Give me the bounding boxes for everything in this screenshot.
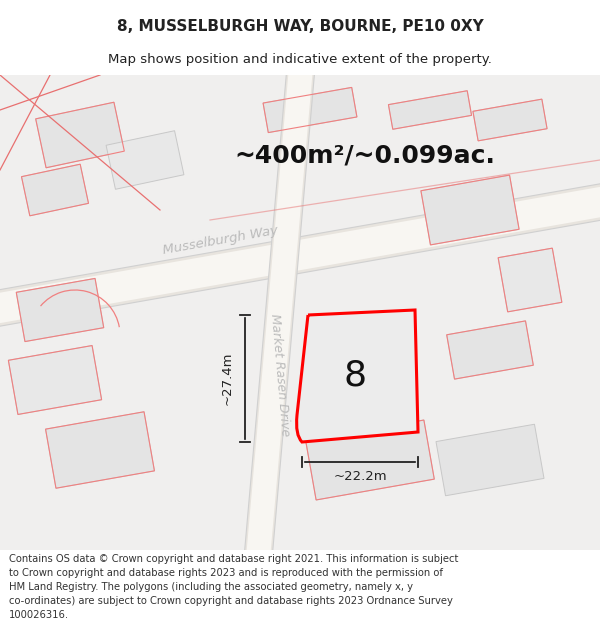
Bar <box>22 164 89 216</box>
Bar <box>498 248 562 312</box>
Bar <box>46 412 154 488</box>
Bar <box>46 412 154 488</box>
Bar <box>106 131 184 189</box>
Bar <box>306 420 434 500</box>
Bar <box>306 338 404 412</box>
Text: Musselburgh Way: Musselburgh Way <box>161 224 278 256</box>
Bar <box>16 278 104 342</box>
Polygon shape <box>239 50 316 610</box>
Polygon shape <box>242 52 314 608</box>
Bar <box>8 346 101 414</box>
Bar <box>263 88 357 132</box>
Bar <box>306 420 434 500</box>
Bar <box>263 88 357 132</box>
Polygon shape <box>0 182 600 328</box>
Bar <box>421 175 519 245</box>
Bar <box>498 248 562 312</box>
Bar <box>388 91 472 129</box>
Bar <box>8 346 101 414</box>
Bar <box>473 99 547 141</box>
Text: Contains OS data © Crown copyright and database right 2021. This information is : Contains OS data © Crown copyright and d… <box>9 554 458 620</box>
Bar <box>16 278 104 342</box>
Text: ~27.4m: ~27.4m <box>221 352 233 405</box>
Bar <box>447 321 533 379</box>
Bar <box>35 102 124 168</box>
Polygon shape <box>0 185 600 325</box>
Bar <box>388 91 472 129</box>
Bar <box>447 321 533 379</box>
Bar <box>22 164 89 216</box>
Bar <box>473 99 547 141</box>
Bar <box>35 102 124 168</box>
PathPatch shape <box>296 310 418 442</box>
Text: ~22.2m: ~22.2m <box>333 471 387 484</box>
Bar <box>421 175 519 245</box>
Text: 8, MUSSELBURGH WAY, BOURNE, PE10 0XY: 8, MUSSELBURGH WAY, BOURNE, PE10 0XY <box>116 19 484 34</box>
Bar <box>436 424 544 496</box>
Text: Market Rasen Drive: Market Rasen Drive <box>268 313 292 437</box>
Text: ~400m²/~0.099ac.: ~400m²/~0.099ac. <box>235 143 496 167</box>
Text: 8: 8 <box>343 358 367 392</box>
Text: Map shows position and indicative extent of the property.: Map shows position and indicative extent… <box>108 52 492 66</box>
